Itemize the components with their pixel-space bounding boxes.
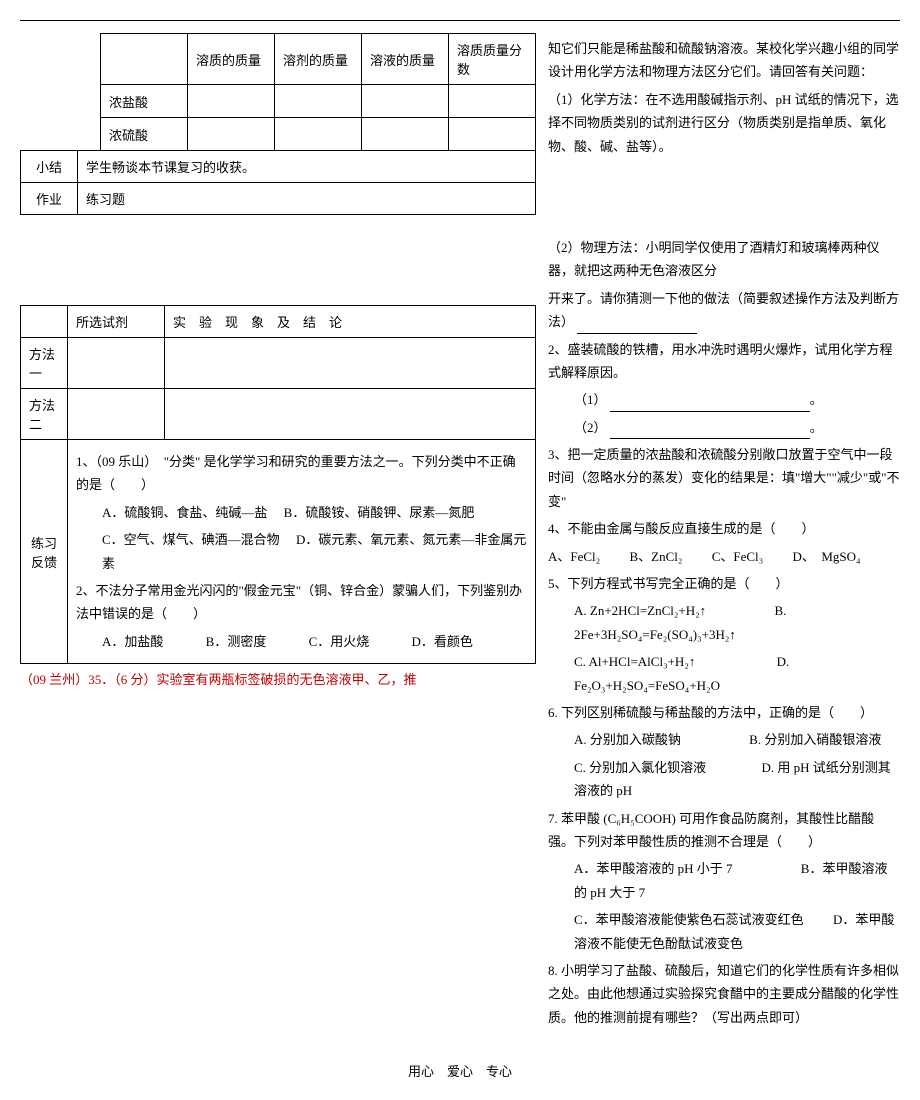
q1-opt-b: B．硫酸铵、硝酸钾、尿素—氮肥 [284, 505, 475, 520]
r-p4b: B、ZnCl₂ [629, 549, 682, 564]
r-p2: 2、盛装硫酸的铁槽，用水冲洗时遇明火爆炸，试用化学方程式解释原因。 [548, 338, 900, 385]
r-q1: （1）化学方法：在不选用酸碱指示剂、pH 试纸的情况下，选择不同物质类别的试剂进… [548, 88, 900, 158]
method2-label: 方法二 [21, 389, 68, 440]
r-p5: 5、下列方程式书写完全正确的是（ ） [548, 572, 900, 595]
r-p3: 3、把一定质量的浓盐酸和浓硫酸分别敞口放置于空气中一段时间（忽略水分的蒸发）变化… [548, 443, 900, 513]
row-h2so4: 浓硫酸 [101, 118, 188, 151]
dilution-table: 溶质的质量 溶剂的质量 溶液的质量 溶质质量分数 浓盐酸 浓硫酸 [100, 33, 536, 151]
r-p6: 6. 下列区别稀硫酸与稀盐酸的方法中，正确的是（ ） [548, 701, 900, 724]
practice-content: 1、（09 乐山） "分类" 是化学学习和研究的重要方法之一。下列分类中不正确的… [68, 440, 536, 664]
r-p7: 7. 苯甲酸 (C₆H₅COOH) 可用作食品防腐剂，其酸性比醋酸强。下列对苯甲… [548, 807, 900, 854]
r-p6c: C. 分别加入氯化钡溶液 [574, 760, 706, 775]
r-intro: 知它们只能是稀盐酸和硫酸钠溶液。某校化学兴趣小组的同学设计用化学方法和物理方法区… [548, 37, 900, 84]
q2-opt-d: D．看颜色 [412, 634, 473, 649]
q1-text: 1、（09 乐山） "分类" 是化学学习和研究的重要方法之一。下列分类中不正确的… [76, 450, 527, 497]
r-p8: 8. 小明学习了盐酸、硫酸后，知道它们的化学性质有许多相似之处。由此他想通过实验… [548, 959, 900, 1029]
r-p4d: D、 MgSO₄ [792, 549, 860, 564]
q1-opt-a: A．硫酸铜、食盐、纯碱—盐 [102, 505, 267, 520]
r-p4: 4、不能由金属与酸反应直接生成的是（ ） [548, 517, 900, 540]
practice-label: 练习反馈 [21, 440, 68, 664]
exp-header-reagent: 所选试剂 [68, 306, 165, 338]
r-q2-1: （2）物理方法：小明同学仅使用了酒精灯和玻璃棒两种仪器，就把这两种无色溶液区分 [548, 236, 900, 283]
r-p7a: A．苯甲酸溶液的 pH 小于 7 [574, 861, 733, 876]
row-hcl: 浓盐酸 [101, 85, 188, 118]
q2-opt-b: B．测密度 [206, 634, 267, 649]
q2-opt-a: A．加盐酸 [102, 634, 163, 649]
r-p2-2: （2） [574, 420, 607, 435]
right-column: 知它们只能是稀盐酸和硫酸钠溶液。某校化学兴趣小组的同学设计用化学方法和物理方法区… [548, 33, 900, 1033]
blank-2 [610, 397, 810, 412]
col-solution-mass: 溶液的质量 [362, 34, 449, 85]
lanzhou-text: （09 兰州）35．（6 分）实验室有两瓶标签破损的无色溶液甲、乙，推 [20, 672, 417, 687]
r-p5c: C. Al+HCl=AlCl₃+H₂↑ [574, 654, 695, 669]
summary-table: 小结 学生畅谈本节课复习的收获。 作业 练习题 [20, 150, 536, 215]
homework-text: 练习题 [78, 183, 536, 215]
blank-3 [610, 424, 810, 439]
blank-1 [577, 319, 697, 334]
q2-opt-c: C．用火烧 [309, 634, 370, 649]
homework-label: 作业 [21, 183, 78, 215]
exp-header-result: 实 验 现 象 及 结 论 [165, 306, 536, 338]
r-p7c: C．苯甲酸溶液能使紫色石蕊试液变红色 [574, 912, 804, 927]
summary-text: 学生畅谈本节课复习的收获。 [78, 151, 536, 183]
lanzhou-line: （09 兰州）35．（6 分）实验室有两瓶标签破损的无色溶液甲、乙，推 [20, 668, 536, 691]
q1-opt-c: C．空气、煤气、碘酒—混合物 [102, 532, 280, 547]
col-solute-mass: 溶质的质量 [188, 34, 275, 85]
r-p6b: B. 分别加入硝酸银溶液 [749, 732, 881, 747]
col-solvent-mass: 溶剂的质量 [275, 34, 362, 85]
col-mass-fraction: 溶质质量分数 [449, 34, 536, 85]
q2-text: 2、不法分子常用金光闪闪的"假金元宝"（铜、锌合金）蒙骗人们，下列鉴别办法中错误… [76, 579, 527, 626]
summary-label: 小结 [21, 151, 78, 183]
r-p4a: A、FeCl₂ [548, 549, 600, 564]
method1-label: 方法一 [21, 338, 68, 389]
r-p6a: A. 分别加入碳酸钠 [574, 732, 681, 747]
left-column: 溶质的质量 溶剂的质量 溶液的质量 溶质质量分数 浓盐酸 浓硫酸 小结 学生畅谈… [20, 33, 536, 1033]
r-p5a: A. Zn+2HCl=ZnCl₂+H₂↑ [574, 603, 706, 618]
page-footer: 用心 爱心 专心 [20, 1061, 900, 1080]
experiment-table: 所选试剂 实 验 现 象 及 结 论 方法一 方法二 练习反馈 1、（09 乐山… [20, 305, 536, 664]
r-p2-1: （1） [574, 392, 607, 407]
r-p4c: C、FeCl₃ [712, 549, 764, 564]
